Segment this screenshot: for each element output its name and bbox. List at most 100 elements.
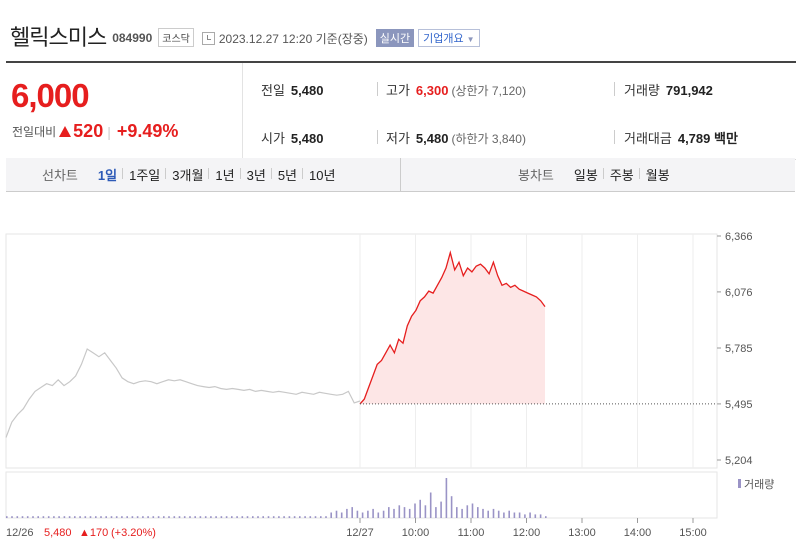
volume-bar <box>492 508 495 518</box>
volume-bar <box>435 507 437 518</box>
volume-bar <box>173 516 176 518</box>
price-chart: 6,366 6,076 5,785 5,495 5,204 거래량 12/27 10:00… <box>5 231 774 539</box>
volume-bar <box>382 510 385 518</box>
amount-cell: 거래대금 4,789 백만 <box>624 128 738 147</box>
volume-bar <box>89 516 92 518</box>
volume-bar <box>445 478 448 518</box>
volume-bar <box>252 516 254 518</box>
volume-bar <box>293 516 296 518</box>
volume-bar <box>42 516 45 518</box>
volume-bar <box>330 512 332 518</box>
volume-bar <box>356 510 359 518</box>
low-cell: 저가 5,480 (하한가 3,840) <box>386 128 526 147</box>
volume-bar <box>74 516 76 518</box>
x-tick-label: 13:00 <box>568 527 596 539</box>
prev-day-change: ▲170 <box>79 527 108 539</box>
volume-bar <box>487 510 489 518</box>
tab-1year[interactable]: 1년 <box>208 165 240 184</box>
volume-bar <box>26 516 29 518</box>
volume-bar <box>524 514 526 518</box>
volume-bar <box>424 505 427 518</box>
tab-daily[interactable]: 일봉 <box>573 168 598 183</box>
volume-bar <box>340 512 343 518</box>
volume-bar <box>503 512 505 518</box>
prev-day-price: 5,480 <box>44 527 72 539</box>
company-info-label: 기업개요 <box>423 32 464 45</box>
tab-1week[interactable]: 1주일 <box>122 165 166 184</box>
volume-bar <box>272 516 275 518</box>
volume-panel <box>5 471 718 519</box>
volume-bar <box>53 516 55 518</box>
divider <box>400 158 401 191</box>
volume-bar <box>283 516 285 518</box>
current-price: 6,000 <box>11 77 90 114</box>
volume-value: 791,942 <box>665 83 713 98</box>
volume-bar <box>215 516 217 518</box>
volume-bar <box>58 516 60 518</box>
tab-monthly[interactable]: 월봉 <box>638 165 676 184</box>
volume-bar <box>361 512 364 518</box>
volume-bar <box>393 508 395 518</box>
volume-bar <box>477 507 479 518</box>
volume-bar <box>419 499 421 518</box>
volume-bar <box>115 516 118 518</box>
chart-tabs-bar: 선차트 1일 1주일 3개월 1년 3년 5년 10년 봉차트 일봉 주봉 월봉 <box>6 158 795 192</box>
volume-bar <box>461 508 463 518</box>
volume-bar <box>314 516 317 518</box>
tab-5year[interactable]: 5년 <box>270 165 303 184</box>
volume-bars <box>6 478 547 518</box>
candle-chart-label: 봉차트 <box>518 168 554 183</box>
prev-day-change-pct: (+3.20%) <box>111 527 156 539</box>
tab-3month[interactable]: 3개월 <box>165 165 209 184</box>
quote-summary: 6,000 전일대비 520 | +9.49% 전일 5,480 시가 5,48… <box>6 61 796 160</box>
volume-bar <box>79 516 81 518</box>
x-tick-label: 12/27 <box>346 527 374 539</box>
volume-bar <box>84 516 87 518</box>
lower-limit: (하한가 3,840) <box>451 132 526 146</box>
prev-close-label: 전일 <box>261 83 285 98</box>
tab-weekly[interactable]: 주봉 <box>602 165 640 184</box>
divider <box>614 82 615 96</box>
tab-1day[interactable]: 1일 <box>97 168 118 183</box>
tab-3year[interactable]: 3년 <box>239 165 272 184</box>
x-axis: 12/27 10:00 11:00 12:00 13:00 14:00 15:00 <box>346 518 707 539</box>
volume-bar <box>309 516 312 518</box>
volume-bar <box>440 501 442 518</box>
price-line <box>359 250 546 405</box>
volume-bar <box>95 516 97 518</box>
high-label: 고가 <box>386 83 410 98</box>
realtime-button[interactable]: 실시간 <box>375 28 415 47</box>
timestamp: 2023.12.27 12:20 기준(장중) <box>218 31 368 46</box>
amount-value: 4,789 백만 <box>677 131 738 146</box>
x-tick-label: 14:00 <box>624 527 652 539</box>
volume-bar <box>63 516 66 518</box>
company-info-dropdown[interactable]: 기업개요 ▼ <box>418 28 480 47</box>
plot-area <box>5 233 718 469</box>
prev-day-date: 12/26 <box>6 527 34 539</box>
x-tick-label: 15:00 <box>679 527 707 539</box>
y-axis: 6,366 6,076 5,785 5,495 5,204 <box>717 231 753 467</box>
volume-bar <box>377 512 380 518</box>
volume-bar <box>372 508 374 518</box>
volume-bar <box>32 516 34 518</box>
volume-bar <box>47 516 50 518</box>
volume-bar <box>168 516 170 518</box>
high-value: 6,300 <box>415 83 449 98</box>
volume-bar <box>388 507 390 518</box>
volume-bar <box>299 516 301 518</box>
volume-bar <box>450 496 453 518</box>
y-tick-label: 5,495 <box>725 399 753 411</box>
market-badge: 코스닥 <box>158 28 194 47</box>
x-tick-label: 10:00 <box>402 527 430 539</box>
volume-bar <box>68 516 71 518</box>
volume-bar <box>21 516 24 518</box>
volume-bar <box>199 516 202 518</box>
open-cell: 시가 5,480 <box>261 128 323 147</box>
volume-bar <box>194 516 196 518</box>
volume-bar <box>403 507 406 518</box>
y-tick-label: 5,204 <box>725 455 753 467</box>
volume-bar <box>534 514 537 518</box>
volume-cell: 거래량 791,942 <box>624 80 713 99</box>
tab-10year[interactable]: 10년 <box>302 165 341 184</box>
volume-bar <box>398 505 401 518</box>
